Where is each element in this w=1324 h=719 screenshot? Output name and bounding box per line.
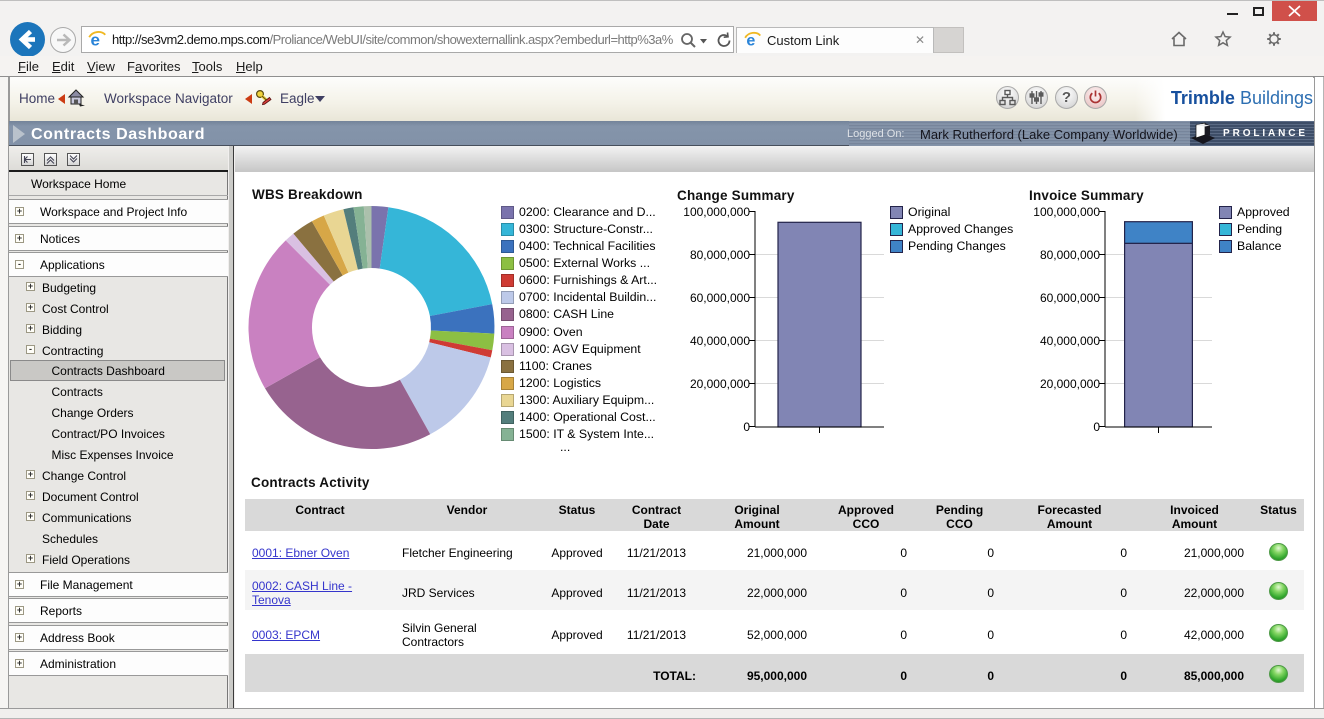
svg-text:60,000,000: 60,000,000: [690, 291, 750, 305]
svg-text:80,000,000: 80,000,000: [1040, 248, 1100, 262]
svg-text:20,000,000: 20,000,000: [1040, 377, 1100, 391]
svg-text:100,000,000: 100,000,000: [683, 205, 750, 219]
svg-text:0: 0: [1093, 420, 1100, 434]
svg-text:e: e: [91, 31, 100, 50]
svg-text:0: 0: [743, 420, 750, 434]
svg-text:20,000,000: 20,000,000: [690, 377, 750, 391]
svg-text:e: e: [746, 32, 755, 50]
svg-text:40,000,000: 40,000,000: [690, 334, 750, 348]
svg-text:100,000,000: 100,000,000: [1033, 205, 1100, 219]
svg-text:80,000,000: 80,000,000: [690, 248, 750, 262]
svg-text:40,000,000: 40,000,000: [1040, 334, 1100, 348]
svg-text:60,000,000: 60,000,000: [1040, 291, 1100, 305]
